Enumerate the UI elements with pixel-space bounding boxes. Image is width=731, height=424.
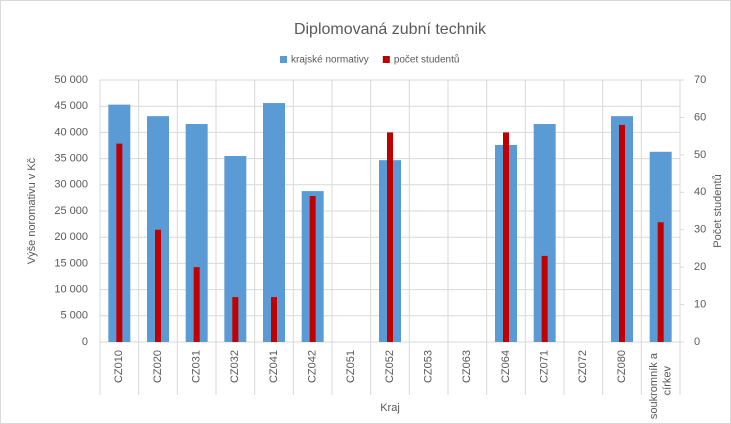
y2-axis-title: Počet studentů [712,174,724,247]
x-tick-label: CZ071 [539,350,551,383]
bar-students [232,297,239,342]
x-tick-label: CZ072 [577,350,589,383]
y-tick-label: 0 [82,336,88,348]
y-tick-label: 5 000 [60,310,88,322]
x-tick-label: CZ010 [113,350,125,383]
y-tick-label: 35 000 [54,153,88,165]
x-tick-label: CZ051 [345,350,357,383]
y2-tick-label: 0 [694,336,700,348]
y-axis-title: Výše noromativu v Kč [26,157,38,264]
x-tick-label: CZ031 [191,350,203,383]
bar-students [387,132,393,342]
bar-students [541,255,548,342]
x-tick-label: CZ020 [152,350,164,383]
x-tick-label: CZ063 [461,350,473,383]
bar-students [116,143,123,342]
bar-normative [533,124,556,343]
x-axis-title: Kraj [380,402,400,414]
x-tick-label: CZ032 [229,350,241,383]
x-tick-label: CZ080 [616,350,628,383]
x-tick-label: CZ053 [423,350,435,383]
y2-tick-label: 70 [694,74,706,86]
legend-swatch [280,56,287,63]
y-tick-label: 20 000 [54,231,88,243]
bar-students [271,297,277,342]
chart-title: Diplomovaná zubní technik [294,21,487,38]
y2-tick-label: 60 [694,111,706,123]
y2-tick-label: 50 [694,149,706,161]
bar-normative [185,124,208,343]
x-tick-label: CZ064 [500,350,512,383]
y-tick-label: 40 000 [54,126,88,138]
y-tick-label: 25 000 [54,205,88,217]
bar-students [155,229,161,342]
bar-students [657,222,664,342]
x-tick-label: CZ042 [307,350,319,383]
bar-students [619,124,625,343]
y2-tick-label: 30 [694,224,706,236]
y-tick-label: 30 000 [54,179,88,191]
x-tick-label: CZ041 [268,350,280,383]
x-tick-label: CZ052 [384,350,396,383]
bar-students [503,132,509,342]
y-tick-label: 45 000 [54,100,88,112]
bar-normative [224,155,247,342]
y2-tick-label: 20 [694,261,706,273]
bar-normative [263,103,285,342]
y-tick-label: 10 000 [54,284,88,296]
x-tick-label: soukromník a církev [648,350,673,419]
y-tick-label: 15 000 [54,257,88,269]
bar-students [193,267,200,342]
legend-swatch [382,56,390,63]
bar-students [309,196,316,342]
y-tick-label: 50 000 [54,74,88,86]
legend-label: krajské normativy [291,55,369,66]
bar-normative [147,116,169,342]
y2-tick-label: 40 [694,186,706,198]
legend-label: počet studentů [394,54,460,66]
y2-tick-label: 10 [694,298,706,310]
